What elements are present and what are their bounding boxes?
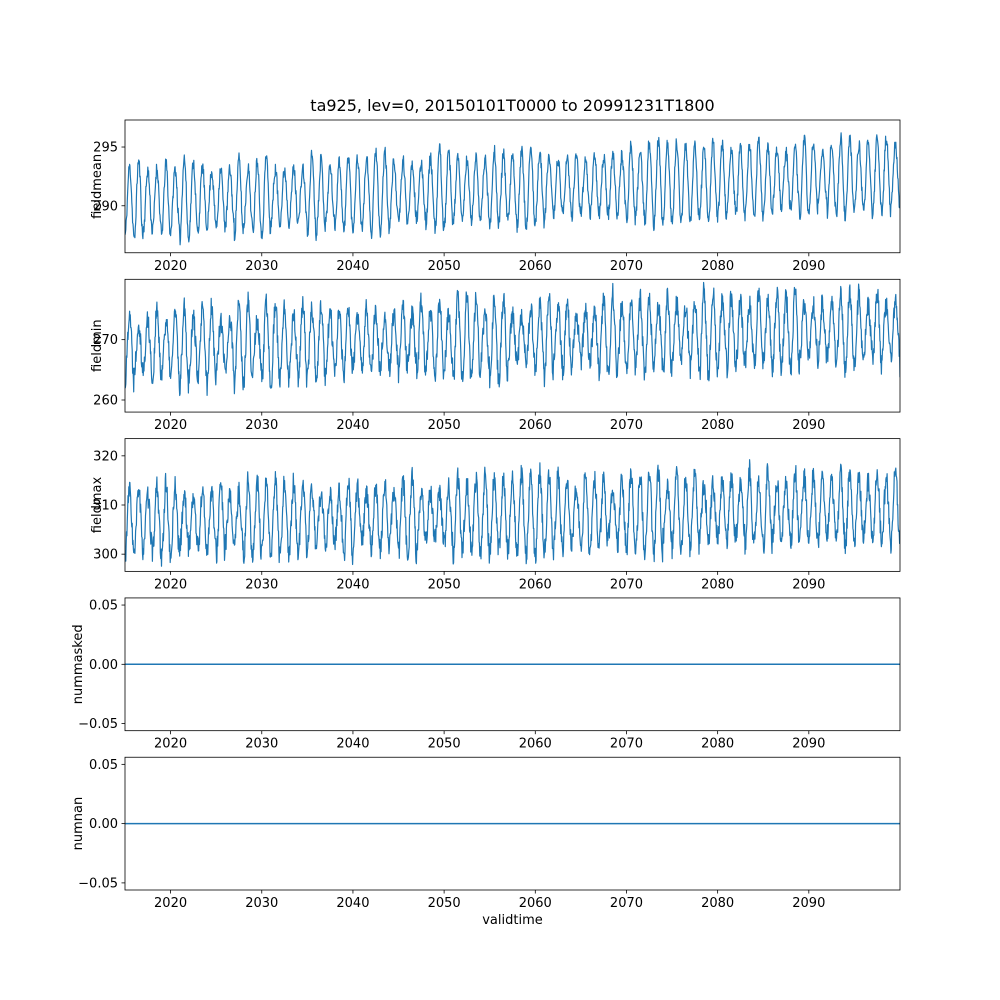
x-tick-label: 2080 — [701, 259, 734, 274]
x-tick-label: 2090 — [792, 896, 825, 911]
y-tick-label: −0.05 — [78, 717, 118, 732]
x-tick-label: 2070 — [610, 737, 643, 752]
y-tick-label: 0.00 — [89, 658, 118, 673]
x-tick-label: 2040 — [336, 418, 369, 433]
x-tick-label: 2090 — [792, 577, 825, 592]
x-tick-label: 2050 — [428, 259, 461, 274]
x-tick-label: 2070 — [610, 418, 643, 433]
x-tick-label: 2070 — [610, 259, 643, 274]
x-tick-label: 2050 — [428, 577, 461, 592]
x-tick-label: 2020 — [154, 418, 187, 433]
x-tick-label: 2030 — [245, 418, 278, 433]
y-tick-label: 0.05 — [89, 599, 118, 614]
series-line-fieldmean — [125, 132, 900, 246]
y-tick-label: 310 — [93, 499, 118, 514]
y-tick-label: 290 — [93, 199, 118, 214]
x-axis-label: validtime — [482, 913, 543, 928]
x-tick-label: 2050 — [428, 418, 461, 433]
y-tick-label: 320 — [93, 449, 118, 464]
x-tick-label: 2080 — [701, 737, 734, 752]
y-axis-label-fieldmin: fieldmin — [90, 319, 105, 372]
x-tick-label: 2090 — [792, 737, 825, 752]
y-tick-label: 0.00 — [89, 817, 118, 832]
x-tick-label: 2090 — [792, 418, 825, 433]
x-tick-label: 2060 — [519, 577, 552, 592]
x-tick-label: 2060 — [519, 418, 552, 433]
subplot-fieldmean: 2020 2030 2040 2050 2060 2070 2080 2090 290 295fi… — [90, 119, 901, 274]
x-tick-label: 2050 — [428, 737, 461, 752]
subplot-fieldmax: 2020 2030 2040 2050 2060 2070 2080 2090 300 310 32… — [90, 438, 901, 592]
x-tick-label: 2020 — [154, 737, 187, 752]
y-tick-label: 300 — [93, 548, 118, 563]
x-tick-label: 2060 — [519, 896, 552, 911]
y-axis-label-fieldmean: fieldmean — [90, 154, 105, 219]
x-tick-label: 2060 — [519, 737, 552, 752]
x-tick-label: 2030 — [245, 259, 278, 274]
subplot-fieldmin: 2020 2030 2040 2050 2060 2070 2080 2090 260 270fi… — [90, 278, 901, 433]
axes-spines — [124, 278, 901, 413]
x-tick-label: 2050 — [428, 896, 461, 911]
x-tick-label: 2070 — [610, 577, 643, 592]
x-tick-label: 2020 — [154, 577, 187, 592]
x-tick-label: 2090 — [792, 259, 825, 274]
x-tick-label: 2040 — [336, 896, 369, 911]
y-axis-label-numnan: numnan — [71, 797, 86, 851]
x-tick-label: 2020 — [154, 259, 187, 274]
subplot-nummasked: 2020 2030 2040 2050 2060 2070 2080 2090 −0.05 0.0… — [71, 597, 901, 752]
y-tick-label: 0.05 — [89, 758, 118, 773]
x-tick-label: 2030 — [245, 577, 278, 592]
subplot-numnan: 2020 2030 2040 2050 2060 2070 2080 2090 −0.05 0.0… — [71, 756, 901, 928]
x-tick-label: 2060 — [519, 259, 552, 274]
x-tick-label: 2040 — [336, 737, 369, 752]
x-tick-label: 2040 — [336, 577, 369, 592]
y-axis-label-nummasked: nummasked — [71, 624, 86, 704]
y-tick-label: 260 — [93, 394, 118, 409]
x-tick-label: 2040 — [336, 259, 369, 274]
x-tick-label: 2030 — [245, 896, 278, 911]
x-tick-label: 2080 — [701, 418, 734, 433]
x-tick-label: 2030 — [245, 737, 278, 752]
axes-spines — [124, 119, 901, 254]
series-line-fieldmin — [125, 281, 900, 397]
x-tick-label: 2070 — [610, 896, 643, 911]
series-line-fieldmax — [125, 459, 900, 567]
figure-title: ta925, lev=0, 20150101T0000 to 20991231T… — [310, 96, 715, 115]
x-tick-label: 2080 — [701, 896, 734, 911]
x-tick-label: 2080 — [701, 577, 734, 592]
y-tick-label: −0.05 — [78, 876, 118, 891]
x-tick-label: 2020 — [154, 896, 187, 911]
y-axis-label-fieldmax: fieldmax — [90, 477, 105, 534]
y-tick-label: 295 — [93, 141, 118, 156]
y-tick-label: 270 — [93, 333, 118, 348]
